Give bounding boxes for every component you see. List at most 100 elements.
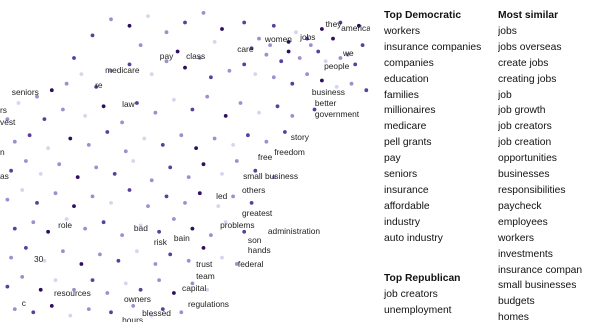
list-item: companies (384, 57, 434, 69)
word-label: seniors (12, 87, 39, 97)
scatter-point (253, 72, 258, 76)
scatter-point (109, 310, 113, 315)
scatter-point (331, 36, 335, 41)
list-item: workers (498, 232, 535, 244)
scatter-point (264, 139, 269, 144)
list-item: employees (498, 216, 548, 228)
word-label: blessed (142, 308, 171, 318)
list-item: investments (498, 248, 553, 260)
word-label: america (341, 23, 370, 33)
word-label: capital (182, 283, 206, 293)
scatter-point (220, 27, 224, 31)
scatter-point (320, 78, 324, 83)
scatter-point (279, 59, 284, 64)
word-label: freedom (274, 147, 305, 157)
scatter-point (183, 20, 187, 25)
scatter-point (190, 107, 195, 112)
top-democratic-list: workers insurance companies companies educa… (384, 24, 496, 247)
word-label: business (312, 87, 345, 97)
scatter-point (179, 133, 184, 138)
scatter-point (338, 56, 343, 60)
top-republican-panel: Top Republican job creators unemployment (384, 271, 460, 319)
list-item: responsibilities (498, 184, 566, 196)
scatter-point (127, 62, 132, 67)
word-label: vest (0, 117, 16, 127)
scatter-point (297, 56, 302, 60)
word-label: small business (243, 171, 298, 181)
scatter-point (20, 188, 25, 192)
word-label: greatest (242, 208, 273, 218)
word-label: hands (248, 245, 271, 255)
scatter-point (138, 287, 143, 292)
scatter-point (20, 275, 25, 279)
scatter-point (364, 88, 369, 93)
scatter-point (98, 252, 102, 257)
scatter-point (223, 220, 228, 225)
scatter-point (246, 133, 250, 138)
scatter-point (231, 143, 236, 147)
scatter-point (83, 114, 87, 118)
word-label: re (95, 80, 103, 90)
word-label: regulations (188, 299, 229, 309)
top-republican-list: job creators unemployment (384, 287, 460, 319)
word-label: jobs (299, 32, 315, 42)
list-item: jobs (498, 25, 517, 37)
scatter-point (146, 14, 150, 18)
list-item: businesses (498, 169, 550, 181)
word-label: people (324, 61, 349, 71)
scatter-point (123, 149, 128, 154)
list-item: families (384, 89, 419, 101)
scatter-point (175, 49, 180, 54)
scatter-point (360, 43, 365, 47)
scatter-point (294, 30, 298, 35)
scatter-point (275, 104, 280, 109)
word-label: trust (196, 259, 213, 269)
list-item: budgets (498, 296, 535, 308)
scatter-point (12, 139, 17, 144)
scatter-point (257, 110, 261, 115)
scatter-point (186, 175, 191, 180)
word-scatter-plot: they america women jobs care we pay class people… (0, 11, 370, 322)
scatter-point (38, 287, 43, 292)
scatter-point (120, 233, 124, 238)
scatter-svg: they america women jobs care we pay class people… (0, 11, 370, 322)
scatter-point (323, 59, 328, 64)
scatter-point (5, 117, 10, 121)
scatter-point (79, 72, 84, 76)
word-label: others (242, 185, 265, 195)
word-label: as (0, 171, 9, 181)
list-item: job (498, 89, 512, 101)
scatter-point (135, 101, 139, 105)
word-label: care (237, 44, 254, 54)
scatter-point (75, 175, 80, 180)
word-label: story (291, 132, 310, 142)
scatter-point (42, 258, 47, 263)
list-item: workers (384, 25, 421, 37)
scatter-point (286, 40, 291, 44)
scatter-point (238, 101, 243, 105)
scatter-point (86, 307, 91, 311)
scatter-point (197, 191, 202, 196)
scatter-point (320, 27, 324, 31)
scatter-point (105, 291, 110, 295)
scatter-point (5, 197, 10, 202)
word-label: risk (154, 237, 168, 247)
scatter-point (90, 278, 95, 282)
scatter-point (9, 255, 14, 260)
word-label: women (264, 34, 292, 44)
scatter-point (49, 88, 54, 93)
scatter-point (283, 130, 287, 134)
word-label: class (186, 51, 205, 61)
list-item: unemployment (384, 304, 452, 316)
scatter-point (308, 43, 313, 47)
scatter-point (101, 220, 106, 225)
scatter-point (168, 252, 173, 257)
list-item: opportunities (498, 153, 557, 165)
scatter-point (253, 168, 258, 173)
top-republican-heading: Top Republican (384, 273, 461, 284)
scatter-point (316, 49, 321, 54)
scatter-point (160, 143, 165, 147)
scatter-point (120, 120, 124, 125)
scatter-point (305, 36, 309, 41)
word-label: federal (238, 259, 264, 269)
